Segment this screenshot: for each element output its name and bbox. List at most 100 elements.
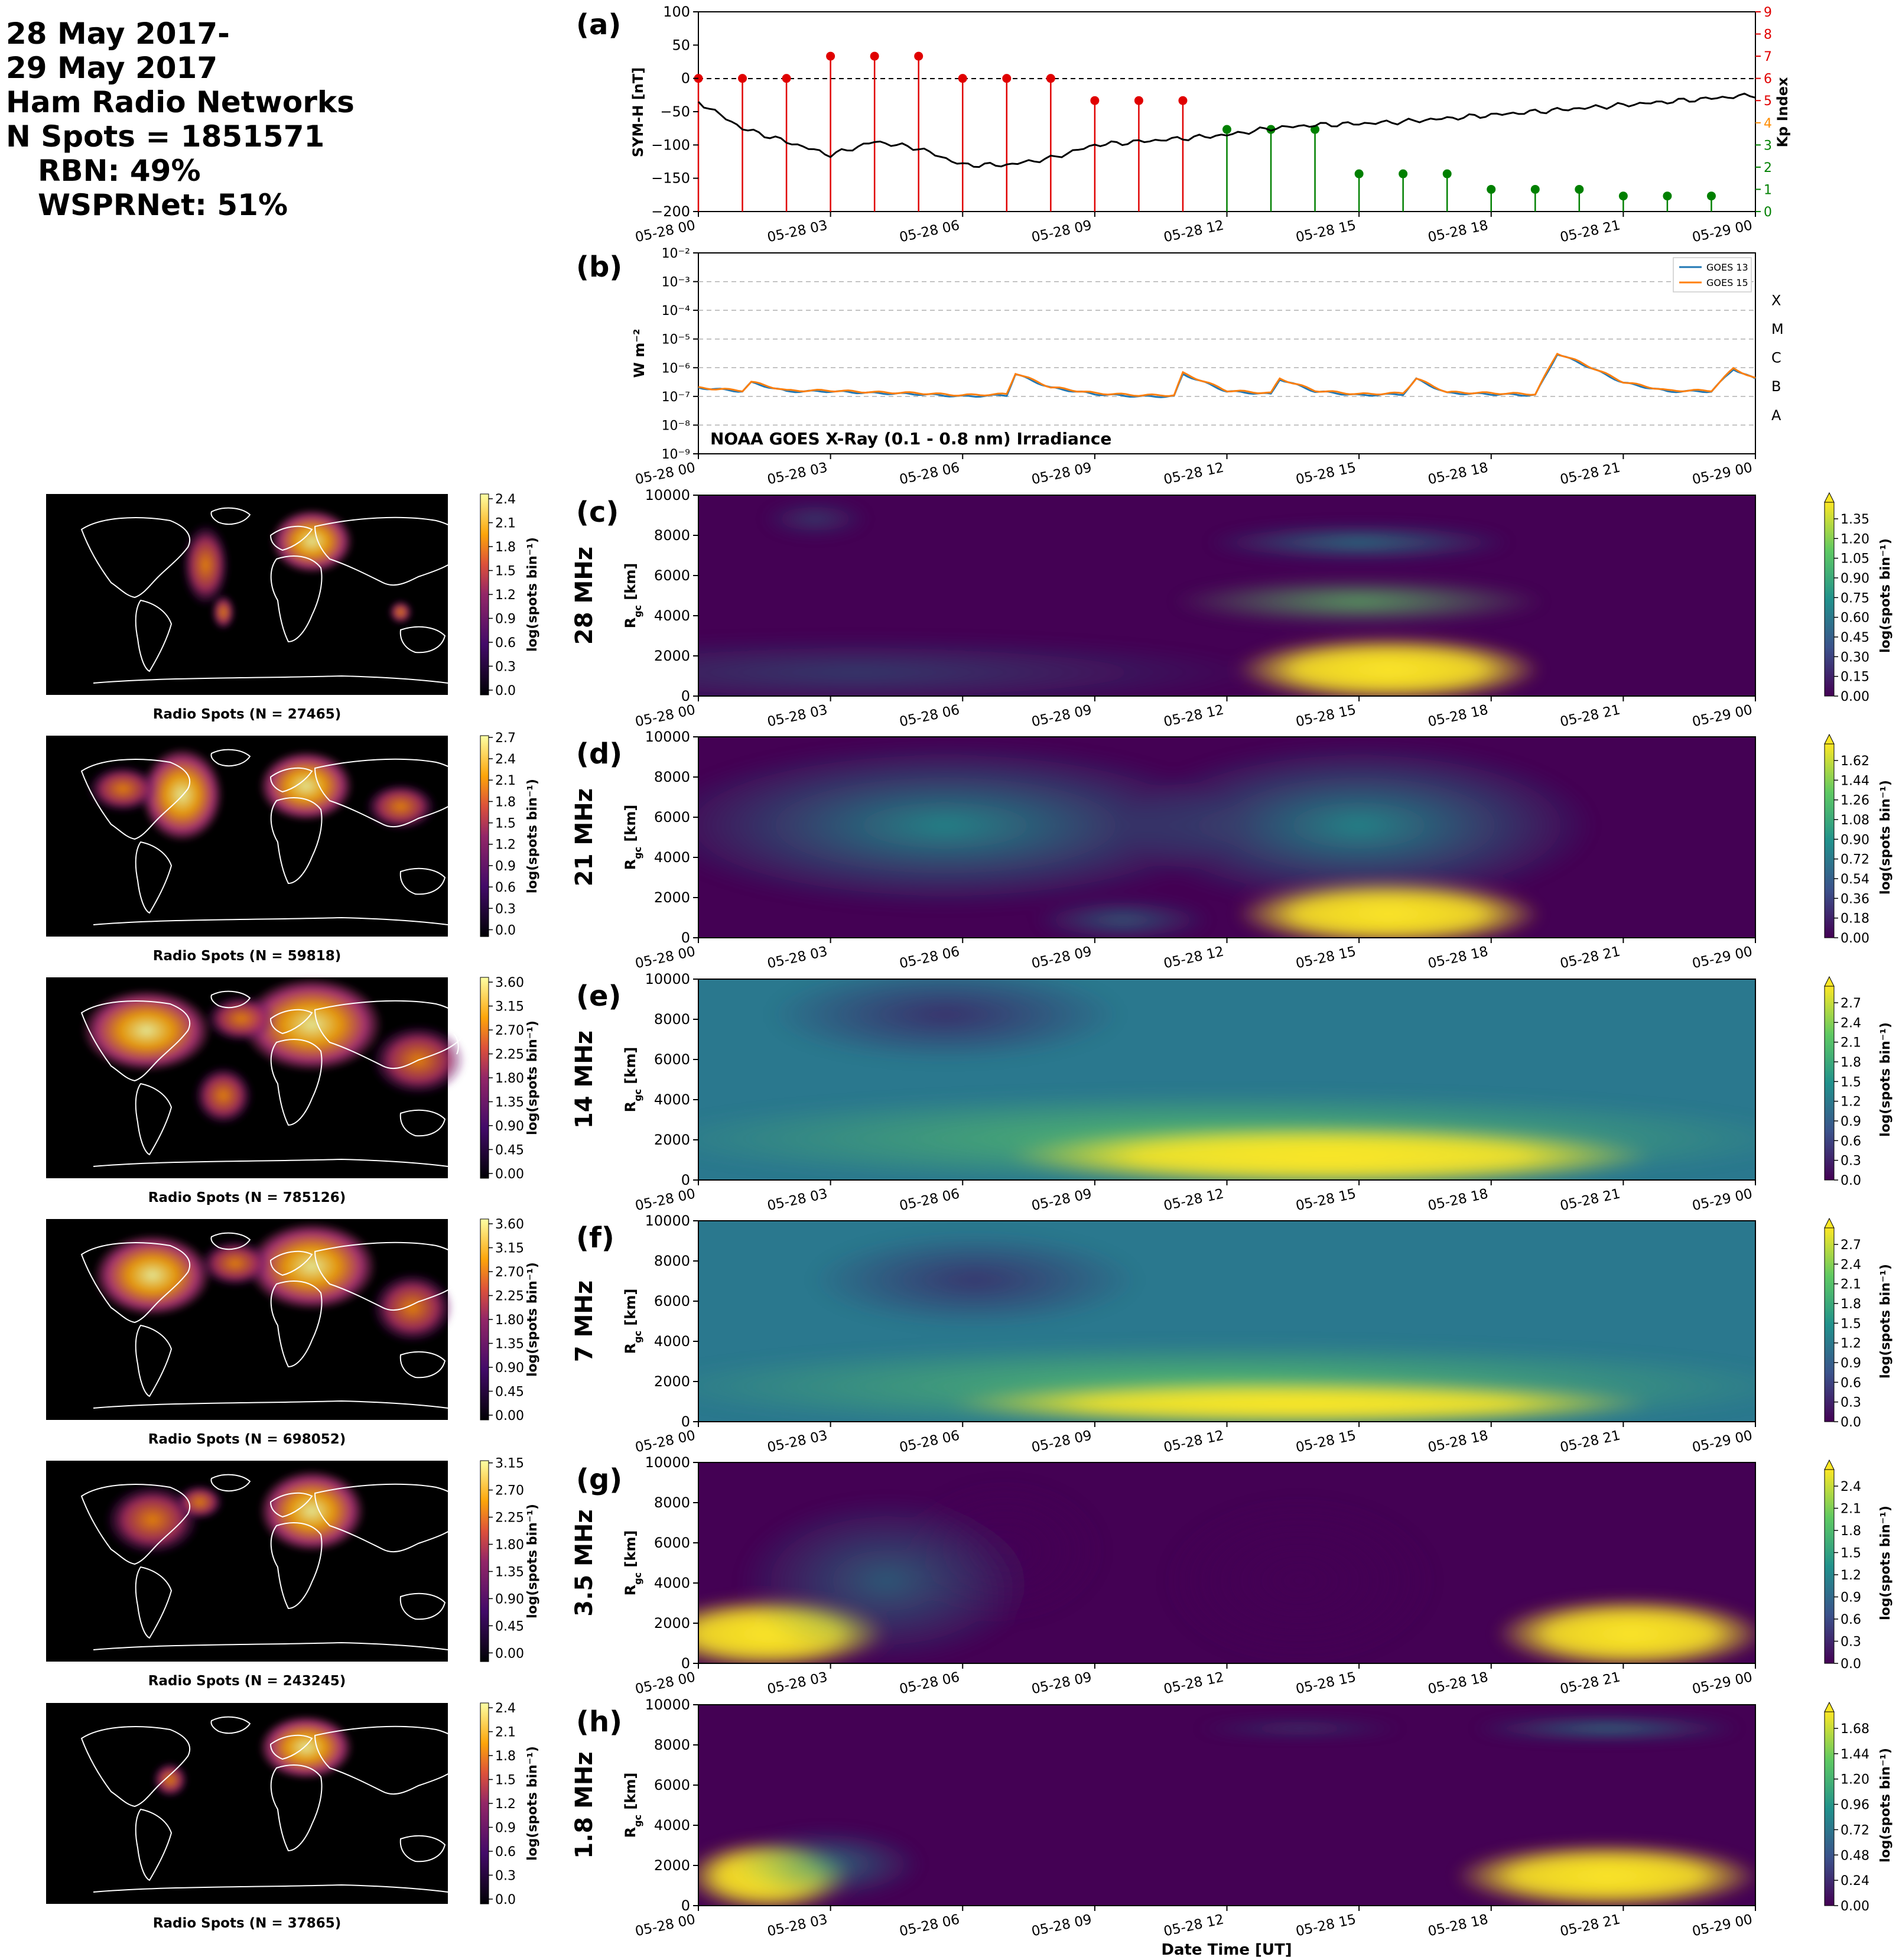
y-tick-label: 6000 — [654, 809, 690, 825]
map-background — [46, 736, 448, 937]
flare-class-x: X — [1771, 292, 1781, 309]
band-name: 14 MHz — [571, 1031, 598, 1129]
kp-marker — [1399, 169, 1408, 178]
colorbar-tick-label: 1.20 — [1841, 532, 1869, 547]
colorbar-tick-label: 0.45 — [1841, 630, 1869, 645]
colorbar-tick-label: 0.90 — [1841, 571, 1869, 586]
map-hotspot — [259, 1470, 365, 1552]
colorbar-tick-label: 0.90 — [1841, 833, 1869, 847]
band-colorbar-label: log(spots bin⁻¹) — [1878, 1264, 1893, 1379]
colorbar-tick-label: 1.2 — [495, 838, 516, 853]
x-tick-label: 05-28 18 — [1426, 1186, 1490, 1214]
colorbar-tick-label: 1.2 — [1841, 1568, 1861, 1583]
band-colorbar — [1824, 1469, 1835, 1664]
x-tick-label: 05-28 12 — [1162, 1912, 1225, 1939]
x-tick-label: 05-28 00 — [634, 1428, 697, 1455]
map-background — [46, 494, 448, 695]
colorbar-tick-label: 0.6 — [495, 1845, 516, 1860]
band-x-ticks: 05-28 00 05-28 03 05-28 06 05-28 09 05-28 12… — [634, 938, 1756, 971]
x-tick-label: 05-28 12 — [1162, 1186, 1225, 1214]
band-axis-label-unit: [km] — [622, 1773, 639, 1815]
colorbar-tick-label: 0.24 — [1841, 1874, 1869, 1889]
band-panel-label: (h) — [576, 1705, 622, 1738]
map-caption: Radio Spots (N = 698052) — [148, 1432, 346, 1447]
x-tick-label: 05-28 12 — [1162, 460, 1225, 487]
map-colorbar — [480, 977, 489, 1179]
x-tick-label: 05-28 09 — [1030, 1912, 1094, 1939]
symh-axis-label: SYM-H [nT] — [630, 67, 646, 157]
heatmap-blob — [1170, 578, 1548, 625]
band-heatmap — [698, 737, 1755, 938]
band-axis-label-main: R — [622, 1343, 639, 1354]
colorbar-tick-label: 1.5 — [1841, 1075, 1861, 1090]
kp-marker — [870, 51, 879, 61]
y-tick-label: 8000 — [654, 769, 690, 785]
band-colorbar-label: log(spots bin⁻¹) — [1878, 538, 1893, 653]
band-name: 21 MHz — [571, 788, 598, 886]
y-tick-label: 6000 — [654, 1051, 690, 1068]
x-tick-label: 05-28 03 — [766, 944, 829, 971]
x-tick-label: 05-28 21 — [1559, 1912, 1622, 1939]
kp-axis-label: Kp Index — [1774, 77, 1791, 148]
x-tick-label: 05-28 09 — [1030, 702, 1094, 730]
legend-box — [1673, 257, 1752, 292]
map-hotspot — [200, 1240, 271, 1287]
colorbar-extend-arrow — [1824, 976, 1835, 987]
colorbar-tick-label: 0.9 — [495, 859, 516, 874]
band-colorbar-label: log(spots bin⁻¹) — [1878, 1748, 1893, 1863]
colorbar-tick-label: 0.00 — [495, 1167, 524, 1182]
colorbar-tick-label: 1.08 — [1841, 813, 1869, 828]
band-axis-label-main: R — [622, 859, 639, 870]
colorbar-tick-label: 0.9 — [495, 1821, 516, 1835]
x-tick-label: 05-28 03 — [766, 1186, 829, 1214]
kp-marker — [1090, 96, 1100, 105]
band-axis-label: Rgc [km] — [622, 1773, 643, 1838]
band-panel: (d) 21 MHz 10000 8000 6000 4000 2000 0 Rgc [km] 0… — [571, 729, 1893, 971]
x-tick-label: 05-28 03 — [766, 702, 829, 730]
x-tick-label: 05-28 03 — [766, 1669, 829, 1697]
x-tick-label: 05-28 06 — [898, 944, 961, 971]
band-panel-label: (f) — [576, 1221, 614, 1254]
x-tick-label: 05-28 15 — [1295, 217, 1358, 245]
y2-tick-label: 3 — [1764, 138, 1772, 153]
colorbar-tick-label: 0.3 — [1841, 1154, 1861, 1169]
y-tick-label: −200 — [651, 203, 690, 220]
colorbar-tick-label: 1.80 — [495, 1313, 524, 1328]
colorbar-tick-label: 0.00 — [495, 1409, 524, 1423]
x-tick-label: 05-28 21 — [1559, 944, 1622, 971]
y-tick-label: 100 — [663, 4, 690, 20]
x-tick-label: 05-28 15 — [1295, 1669, 1358, 1697]
x-tick-label: 05-29 00 — [1691, 1912, 1754, 1939]
y-tick-label: 8000 — [654, 1253, 690, 1269]
band-name: 28 MHz — [571, 547, 598, 645]
x-tick-label: 05-28 15 — [1295, 1428, 1358, 1455]
band-name: 3.5 MHz — [571, 1509, 598, 1616]
map-hotspots — [182, 509, 412, 630]
heatmap-blob — [1453, 1844, 1755, 1906]
x-tick-label: 05-28 15 — [1295, 1186, 1358, 1214]
x-tick-label: 05-28 21 — [1559, 1428, 1622, 1455]
heatmap-blob — [739, 1498, 1034, 1663]
kp-marker — [1222, 125, 1231, 134]
band-colorbar-label: log(spots bin⁻¹) — [1878, 780, 1893, 895]
colorbar-tick-label: 0.60 — [1841, 611, 1869, 626]
band-heatmap-column: (c) 28 MHz 10000 8000 6000 4000 2000 0 Rgc [km] 0… — [571, 487, 1893, 1939]
x-tick-label: 05-28 15 — [1295, 1912, 1358, 1939]
colorbar-tick-label: 2.25 — [495, 1289, 524, 1304]
x-axis-label: Date Time [UT] — [1161, 1941, 1292, 1959]
y2-tick-label: 0 — [1764, 205, 1772, 220]
heatmap-blobs — [698, 1480, 1755, 1663]
map-hotspot — [389, 600, 412, 624]
band-panel-label: (g) — [576, 1463, 622, 1496]
x-tick-label: 05-29 00 — [1691, 217, 1754, 245]
colorbar-tick-label: 3.60 — [495, 976, 524, 990]
y-tick-label: 0 — [681, 929, 690, 946]
map-colorbar — [480, 1460, 489, 1662]
kp-marker — [1266, 125, 1276, 134]
heatmap-blob — [698, 637, 1270, 696]
x-tick-label: 05-28 12 — [1162, 217, 1225, 245]
symh-kp-panel: (a) 100 50 0 −50 −100 −150 −200 9 8 7 6 5 4 3 2 1 0 SYM… — [576, 4, 1791, 245]
y-tick-label: 10000 — [645, 1696, 690, 1713]
kp-marker — [1442, 169, 1452, 178]
colorbar-tick-label: 1.05 — [1841, 552, 1869, 567]
